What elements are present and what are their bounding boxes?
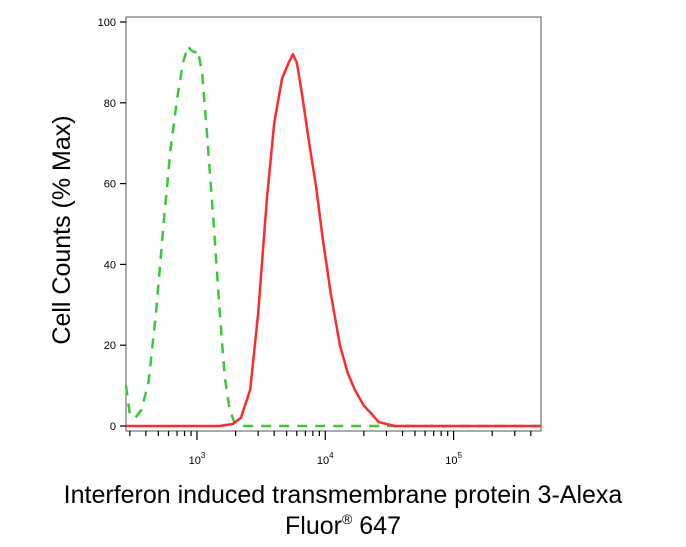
x-tick-label: 103 bbox=[189, 451, 206, 467]
y-tick-label: 100 bbox=[98, 17, 116, 29]
series-layer bbox=[124, 44, 541, 428]
y-tick-label: 60 bbox=[104, 179, 116, 191]
x-tick-label-exponent: 4 bbox=[329, 451, 334, 460]
x-axis-title-line-2: Fluor® 647 bbox=[285, 511, 401, 540]
x-tick-label: 105 bbox=[445, 451, 462, 467]
x-tick-label-exponent: 5 bbox=[457, 451, 462, 460]
y-axis: 0 20 40 60 80 100 bbox=[98, 17, 126, 433]
y-axis-title: Cell Counts (% Max) bbox=[48, 115, 76, 344]
x-axis-title-line-1: Interferon induced transmembrane protein… bbox=[64, 481, 623, 509]
series-line-solid-red bbox=[126, 53, 541, 428]
x-axis-title-suffix: 647 bbox=[352, 512, 401, 540]
x-tick-label-base: 10 bbox=[445, 455, 457, 467]
y-tick-label: 20 bbox=[104, 340, 116, 352]
x-axis-title-registered-mark: ® bbox=[342, 511, 353, 527]
y-tick-label: 80 bbox=[104, 98, 116, 110]
y-tick-label: 40 bbox=[104, 259, 116, 271]
x-tick-label-base: 10 bbox=[189, 455, 201, 467]
x-axis: 103 104 105 bbox=[129, 431, 532, 467]
x-tick-label-exponent: 3 bbox=[201, 451, 206, 460]
series-line-dashed-green bbox=[124, 44, 541, 428]
plot-frame bbox=[125, 16, 542, 432]
x-tick-label-base: 10 bbox=[317, 455, 329, 467]
y-tick-label: 0 bbox=[110, 421, 116, 433]
x-tick-label: 104 bbox=[317, 451, 334, 467]
axis-titles: Cell Counts (% Max) Interferon induced t… bbox=[48, 115, 622, 540]
plot-border bbox=[125, 16, 542, 432]
x-axis-title-base: Fluor bbox=[285, 512, 342, 540]
